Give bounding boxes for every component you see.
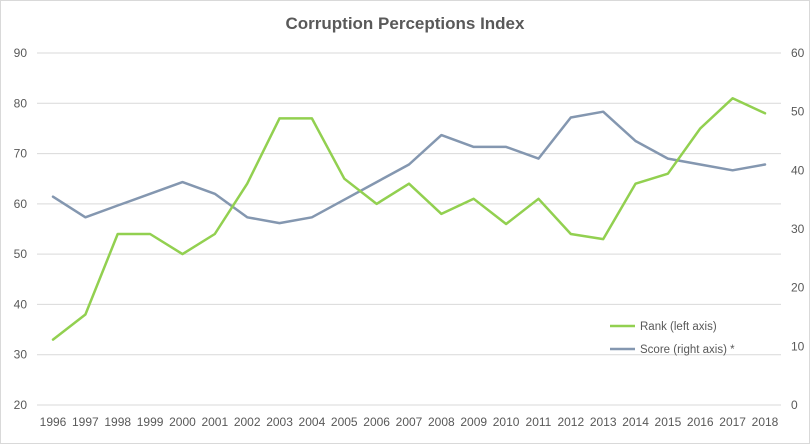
x-tick-label: 2017 [719, 415, 746, 429]
x-tick-label: 2018 [752, 415, 779, 429]
chart-title: Corruption Perceptions Index [286, 14, 526, 33]
gridlines [37, 52, 781, 406]
right-tick-label: 60 [791, 46, 805, 60]
x-tick-label: 2005 [331, 415, 358, 429]
legend-label-score: Score (right axis) * [640, 344, 735, 356]
x-tick-label: 2008 [428, 415, 455, 429]
x-tick-label: 2012 [557, 415, 584, 429]
right-tick-label: 0 [791, 398, 798, 412]
right-axis: 0 10 20 30 40 50 60 [791, 46, 805, 412]
right-tick-label: 10 [791, 339, 805, 353]
x-tick-label: 2013 [590, 415, 617, 429]
left-axis: 20 30 40 50 60 70 80 90 [14, 46, 28, 412]
x-tick-label: 1996 [40, 415, 67, 429]
x-tick-label: 2001 [201, 415, 228, 429]
right-tick-label: 30 [791, 222, 805, 236]
x-tick-label: 2000 [169, 415, 196, 429]
x-tick-label: 2011 [526, 415, 552, 429]
x-tick-label: 2006 [363, 415, 390, 429]
x-tick-label: 2015 [655, 415, 682, 429]
series-line-rank [51, 97, 767, 341]
right-tick-label: 50 [791, 105, 805, 119]
x-tick-label: 2002 [234, 415, 261, 429]
x-tick-label: 1997 [72, 415, 99, 429]
left-tick-label: 70 [14, 147, 28, 161]
right-tick-label: 40 [791, 163, 805, 177]
x-tick-label: 2016 [687, 415, 714, 429]
x-tick-label: 2004 [299, 415, 326, 429]
x-axis: 1996 1997 1998 1999 2000 2001 2002 2003 2004 2005… [40, 415, 779, 429]
x-tick-label: 2009 [460, 415, 487, 429]
left-tick-label: 60 [14, 197, 28, 211]
series-lines [51, 97, 767, 341]
left-tick-label: 50 [14, 247, 28, 261]
x-tick-label: 2007 [396, 415, 423, 429]
x-tick-label: 2003 [266, 415, 293, 429]
x-tick-label: 1999 [137, 415, 164, 429]
series-line-score [51, 110, 767, 225]
x-tick-label: 1998 [104, 415, 131, 429]
left-tick-label: 20 [14, 398, 28, 412]
left-tick-label: 90 [14, 46, 28, 60]
left-tick-label: 40 [14, 297, 28, 311]
left-tick-label: 80 [14, 96, 28, 110]
left-tick-label: 30 [14, 348, 28, 362]
legend-label-rank: Rank (left axis) [640, 321, 717, 333]
right-tick-label: 20 [791, 281, 805, 295]
x-tick-label: 2014 [622, 415, 649, 429]
legend: Rank (left axis) Score (right axis) * [610, 321, 735, 356]
x-tick-label: 2010 [493, 415, 520, 429]
